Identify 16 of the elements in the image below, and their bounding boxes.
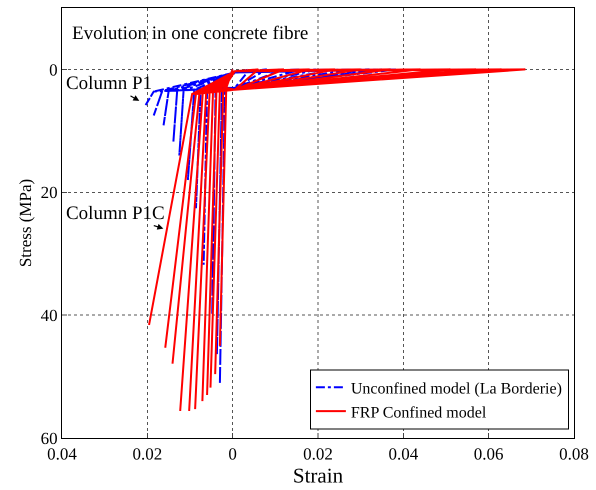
y-tick-label: 20 (40, 183, 58, 202)
annotation: Column P1 (66, 73, 152, 94)
x-tick-label: 0.02 (303, 444, 333, 464)
legend-label: Unconfined model (La Borderie) (350, 380, 562, 398)
x-tick-label: 0 (228, 444, 237, 464)
x-tick-label: 0.06 (474, 444, 504, 464)
x-tick-label: 0.02 (132, 444, 162, 464)
x-tick-label: 0.08 (559, 444, 589, 464)
y-axis-title: Stress (MPa) (16, 178, 36, 268)
y-tick-label: 0 (49, 60, 58, 80)
legend-label: FRP Confined model (350, 404, 487, 422)
x-axis-title: Strain (292, 463, 344, 488)
x-tick-label: 0.04 (388, 444, 419, 464)
annotation: Evolution in one concrete fibre (72, 23, 308, 44)
y-tick-label: 40 (40, 306, 58, 326)
annotation: Column P1C (66, 203, 165, 224)
